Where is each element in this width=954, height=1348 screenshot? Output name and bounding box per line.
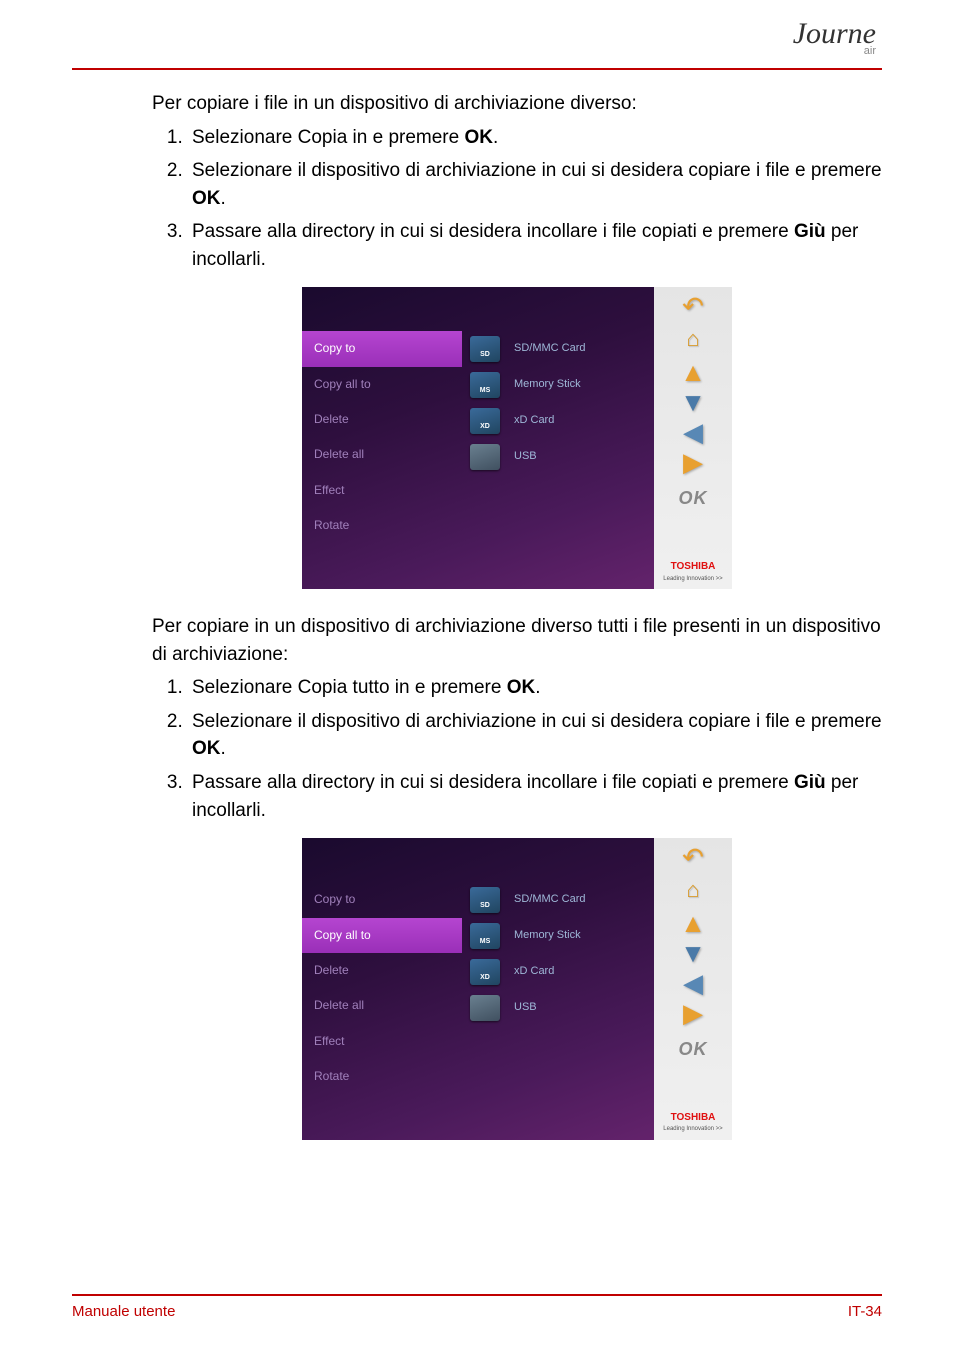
ok-button[interactable]: OK [679, 485, 708, 511]
menu-item[interactable]: Effect [302, 473, 462, 508]
left-arrow-icon[interactable]: ◀ [683, 419, 703, 445]
footer-right: IT-34 [848, 1303, 882, 1320]
section1-intro: Per copiare i file in un dispositivo di … [152, 90, 882, 118]
device-icon: XD [470, 959, 500, 985]
menu-item[interactable]: Rotate [302, 1059, 462, 1094]
section2-intro: Per copiare in un dispositivo di archivi… [152, 613, 882, 668]
menu-item[interactable]: Rotate [302, 508, 462, 543]
device-icon: MS [470, 923, 500, 949]
device-label: xD Card [514, 413, 554, 429]
footer-left: Manuale utente [72, 1303, 175, 1320]
device-icon: SD [470, 887, 500, 913]
device-row[interactable]: SD SD/MMC Card [462, 331, 652, 367]
up-arrow-icon[interactable]: ▲ [680, 359, 706, 385]
device-row[interactable]: XD xD Card [462, 403, 652, 439]
list-item: Selezionare Copia in e premere OK. [188, 124, 882, 152]
ok-button[interactable]: OK [679, 1036, 708, 1062]
list-item: Selezionare il dispositivo di archiviazi… [188, 708, 882, 763]
up-arrow-icon[interactable]: ▲ [680, 910, 706, 936]
device-brand: TOSHIBALeading Innovation >> [654, 1111, 732, 1134]
device-row[interactable]: MS Memory Stick [462, 918, 652, 954]
device-label: USB [514, 1000, 537, 1016]
device-label: SD/MMC Card [514, 892, 586, 908]
list-item: Selezionare Copia tutto in e premere OK. [188, 674, 882, 702]
device-icon: MS [470, 372, 500, 398]
device-screenshot-1: Copy toCopy all toDeleteDelete allEffect… [152, 287, 882, 589]
device-label: xD Card [514, 964, 554, 980]
down-arrow-icon[interactable]: ▼ [680, 389, 706, 415]
device-brand: TOSHIBALeading Innovation >> [654, 560, 732, 583]
menu-item[interactable]: Delete all [302, 988, 462, 1023]
list-item: Selezionare il dispositivo di archiviazi… [188, 157, 882, 212]
device-row[interactable]: SD SD/MMC Card [462, 882, 652, 918]
menu-item[interactable]: Delete all [302, 437, 462, 472]
device-screenshot-2: Copy toCopy all toDeleteDelete allEffect… [152, 838, 882, 1140]
right-arrow-icon[interactable]: ▶ [683, 449, 703, 475]
section1-list: Selezionare Copia in e premere OK. Selez… [152, 124, 882, 274]
right-arrow-icon[interactable]: ▶ [683, 1000, 703, 1026]
section2-list: Selezionare Copia tutto in e premere OK.… [152, 674, 882, 824]
menu-item[interactable]: Copy to [302, 331, 462, 366]
device-row[interactable]: USB [462, 439, 652, 475]
device-icon [470, 444, 500, 470]
back-arrow-icon[interactable]: ↶ [682, 844, 704, 870]
device-label: Memory Stick [514, 377, 581, 393]
device-row[interactable]: MS Memory Stick [462, 367, 652, 403]
menu-item[interactable]: Copy all to [302, 367, 462, 402]
menu-item[interactable]: Copy all to [302, 918, 462, 953]
left-arrow-icon[interactable]: ◀ [683, 970, 703, 996]
device-icon [470, 995, 500, 1021]
down-arrow-icon[interactable]: ▼ [680, 940, 706, 966]
device-label: USB [514, 449, 537, 465]
side-panel: ↶ ⌂ ▲ ▼ ◀ ▶ OK [654, 287, 732, 589]
menu-item[interactable]: Copy to [302, 882, 462, 917]
home-icon[interactable]: ⌂ [686, 323, 699, 355]
back-arrow-icon[interactable]: ↶ [682, 293, 704, 319]
list-item: Passare alla directory in cui si desider… [188, 769, 882, 824]
device-label: SD/MMC Card [514, 341, 586, 357]
device-icon: SD [470, 336, 500, 362]
menu-item[interactable]: Delete [302, 953, 462, 988]
device-label: Memory Stick [514, 928, 581, 944]
device-icon: XD [470, 408, 500, 434]
menu-item[interactable]: Effect [302, 1024, 462, 1059]
page-content: Per copiare i file in un dispositivo di … [72, 70, 882, 1140]
footer-rule [72, 1294, 882, 1296]
home-icon[interactable]: ⌂ [686, 874, 699, 906]
device-row[interactable]: XD xD Card [462, 954, 652, 990]
device-row[interactable]: USB [462, 990, 652, 1026]
brand-logo: Journe air [793, 20, 876, 57]
list-item: Passare alla directory in cui si desider… [188, 218, 882, 273]
page-footer: Manuale utente IT-34 [72, 1303, 882, 1320]
menu-item[interactable]: Delete [302, 402, 462, 437]
side-panel: ↶ ⌂ ▲ ▼ ◀ ▶ OK [654, 838, 732, 1140]
